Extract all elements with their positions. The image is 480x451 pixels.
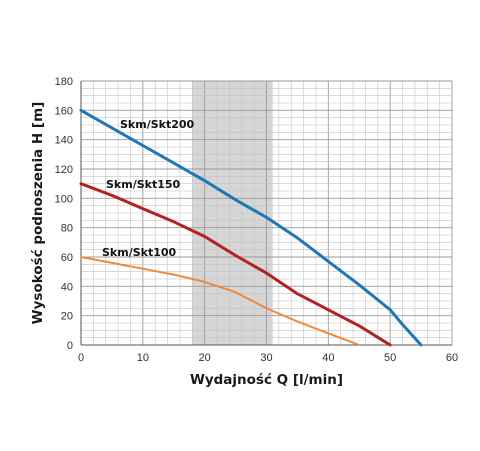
y-tick-label: 180 bbox=[55, 76, 73, 88]
y-tick-label: 80 bbox=[61, 223, 73, 235]
x-tick-label: 20 bbox=[199, 352, 211, 364]
y-tick-label: 40 bbox=[61, 281, 73, 293]
x-tick-label: 40 bbox=[322, 352, 334, 364]
x-axis-title: Wydajność Q [l/min] bbox=[190, 372, 343, 388]
series-label: Skm/Skt200 bbox=[120, 118, 195, 131]
x-tick-label: 50 bbox=[384, 352, 396, 364]
x-tick-label: 0 bbox=[78, 352, 84, 364]
y-tick-label: 140 bbox=[55, 135, 73, 147]
series-label: Skm/Skt100 bbox=[102, 246, 177, 259]
x-tick-label: 30 bbox=[260, 352, 272, 364]
y-axis-title: Wysokość podnoszenia H [m] bbox=[30, 102, 46, 325]
tick-label-layer: 0 10 20 30 40 50 60 0 20 40 60 80 100 120 140 160 180 bbox=[55, 76, 458, 364]
y-tick-label: 120 bbox=[55, 164, 73, 176]
series-line-skm-skt100 bbox=[80, 256, 361, 346]
y-tick-label: 160 bbox=[55, 105, 73, 117]
series-line-skm-skt200 bbox=[79, 108, 423, 347]
x-tick-label: 60 bbox=[446, 352, 458, 364]
y-tick-label: 20 bbox=[61, 311, 73, 323]
series-layer bbox=[79, 108, 423, 347]
x-tick-label: 10 bbox=[137, 352, 149, 364]
y-tick-label: 100 bbox=[55, 193, 73, 205]
y-tick-label: 0 bbox=[67, 340, 73, 352]
series-label-layer: Skm/Skt200 Skm/Skt150 Skm/Skt100 bbox=[102, 118, 195, 259]
series-line-skm-skt150 bbox=[79, 182, 392, 347]
y-tick-label: 60 bbox=[61, 252, 73, 264]
series-label: Skm/Skt150 bbox=[106, 178, 181, 191]
